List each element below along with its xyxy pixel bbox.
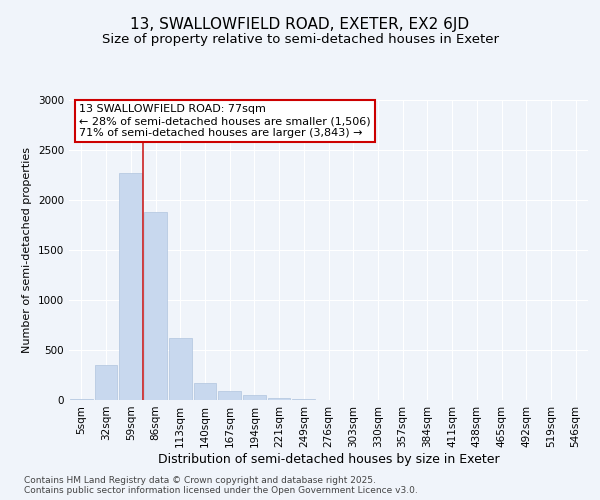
Bar: [95, 364, 118, 400]
Bar: [169, 338, 191, 400]
Y-axis label: Number of semi-detached properties: Number of semi-detached properties: [22, 147, 32, 353]
Bar: [292, 399, 315, 400]
Bar: [70, 399, 93, 400]
Text: Size of property relative to semi-detached houses in Exeter: Size of property relative to semi-detach…: [101, 32, 499, 46]
Bar: [119, 173, 142, 400]
Bar: [243, 394, 266, 400]
Text: 13 SWALLOWFIELD ROAD: 77sqm
← 28% of semi-detached houses are smaller (1,506)
71: 13 SWALLOWFIELD ROAD: 77sqm ← 28% of sem…: [79, 104, 371, 138]
Bar: [144, 212, 167, 400]
Bar: [194, 383, 216, 400]
X-axis label: Distribution of semi-detached houses by size in Exeter: Distribution of semi-detached houses by …: [158, 452, 499, 466]
Text: 13, SWALLOWFIELD ROAD, EXETER, EX2 6JD: 13, SWALLOWFIELD ROAD, EXETER, EX2 6JD: [130, 18, 470, 32]
Bar: [218, 391, 241, 400]
Text: Contains HM Land Registry data © Crown copyright and database right 2025.
Contai: Contains HM Land Registry data © Crown c…: [24, 476, 418, 495]
Bar: [268, 398, 290, 400]
